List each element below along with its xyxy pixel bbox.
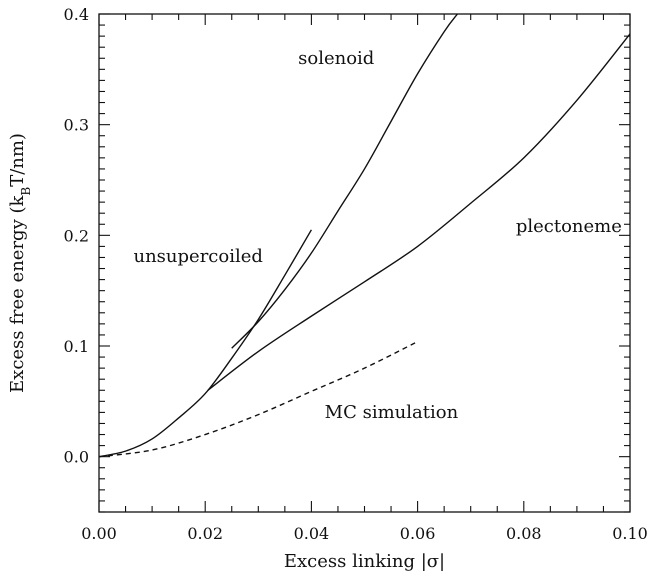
series-line-solenoid [231, 13, 458, 349]
annotation-layer: solenoid unsupercoiled plectoneme MC simula… [134, 48, 622, 423]
y-tick-label: 0.2 [64, 226, 89, 245]
y-tick-label: 0.0 [64, 448, 89, 467]
x-tick-label: 0.02 [187, 524, 223, 543]
x-tick-label: 0.08 [506, 524, 542, 543]
series-line-unsupercoiled [98, 229, 313, 458]
annotation-label: plectoneme [516, 216, 622, 237]
axis-tick-labels: 0.00 0.02 0.04 0.06 0.08 0.10 0.0 0.1 0.2 0.3 0.4 [64, 5, 648, 543]
series-line-mc-simulation [98, 340, 418, 458]
x-tick-label: 0.10 [612, 524, 648, 543]
y-tick-label: 0.4 [64, 5, 89, 24]
annotation-label: solenoid [298, 48, 374, 69]
x-tick-label: 0.06 [400, 524, 436, 543]
annotation-label: unsupercoiled [134, 246, 263, 267]
series-line-plectoneme [207, 33, 631, 391]
y-axis-title-subscript: B [19, 187, 33, 196]
axis-ticks [98, 13, 631, 513]
x-axis-title: Excess linking |σ| [284, 551, 445, 572]
y-axis-title: Excess free energy (kBT/nm) [7, 133, 33, 393]
y-tick-label: 0.1 [64, 337, 89, 356]
annotation-label: MC simulation [325, 402, 459, 423]
y-tick-label: 0.3 [64, 116, 89, 135]
y-axis-title-unit: T/nm) [7, 133, 28, 187]
x-tick-label: 0.00 [81, 524, 117, 543]
x-tick-label: 0.04 [294, 524, 330, 543]
series-layer [98, 13, 631, 458]
y-axis-title-main: Excess free energy (k [7, 195, 28, 393]
